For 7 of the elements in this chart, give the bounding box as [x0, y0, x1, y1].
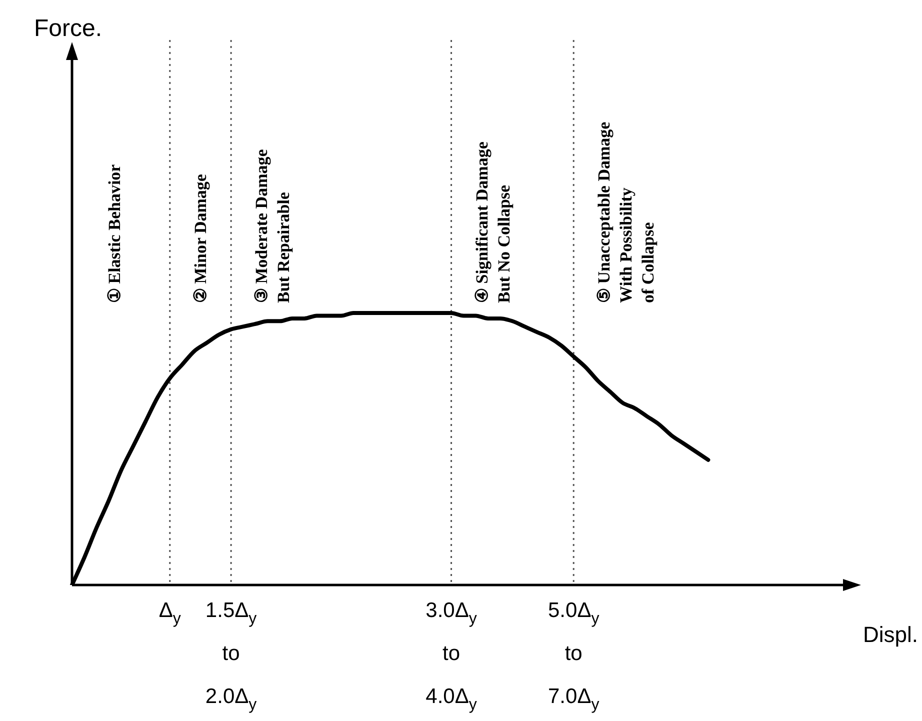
- text: ③ Moderate Damage But Repairable: [252, 148, 294, 303]
- x-axis-title: Displ.: [863, 622, 918, 647]
- text: ② Minor Damage: [190, 174, 210, 303]
- text: ⑤ Unacceptable Damage With Possibility of Collapse: [594, 121, 658, 303]
- text: ④ Significant Damage But No Collapse: [472, 141, 514, 303]
- text: ① Elastic Behavior: [105, 164, 124, 303]
- text: Force.: [34, 15, 102, 42]
